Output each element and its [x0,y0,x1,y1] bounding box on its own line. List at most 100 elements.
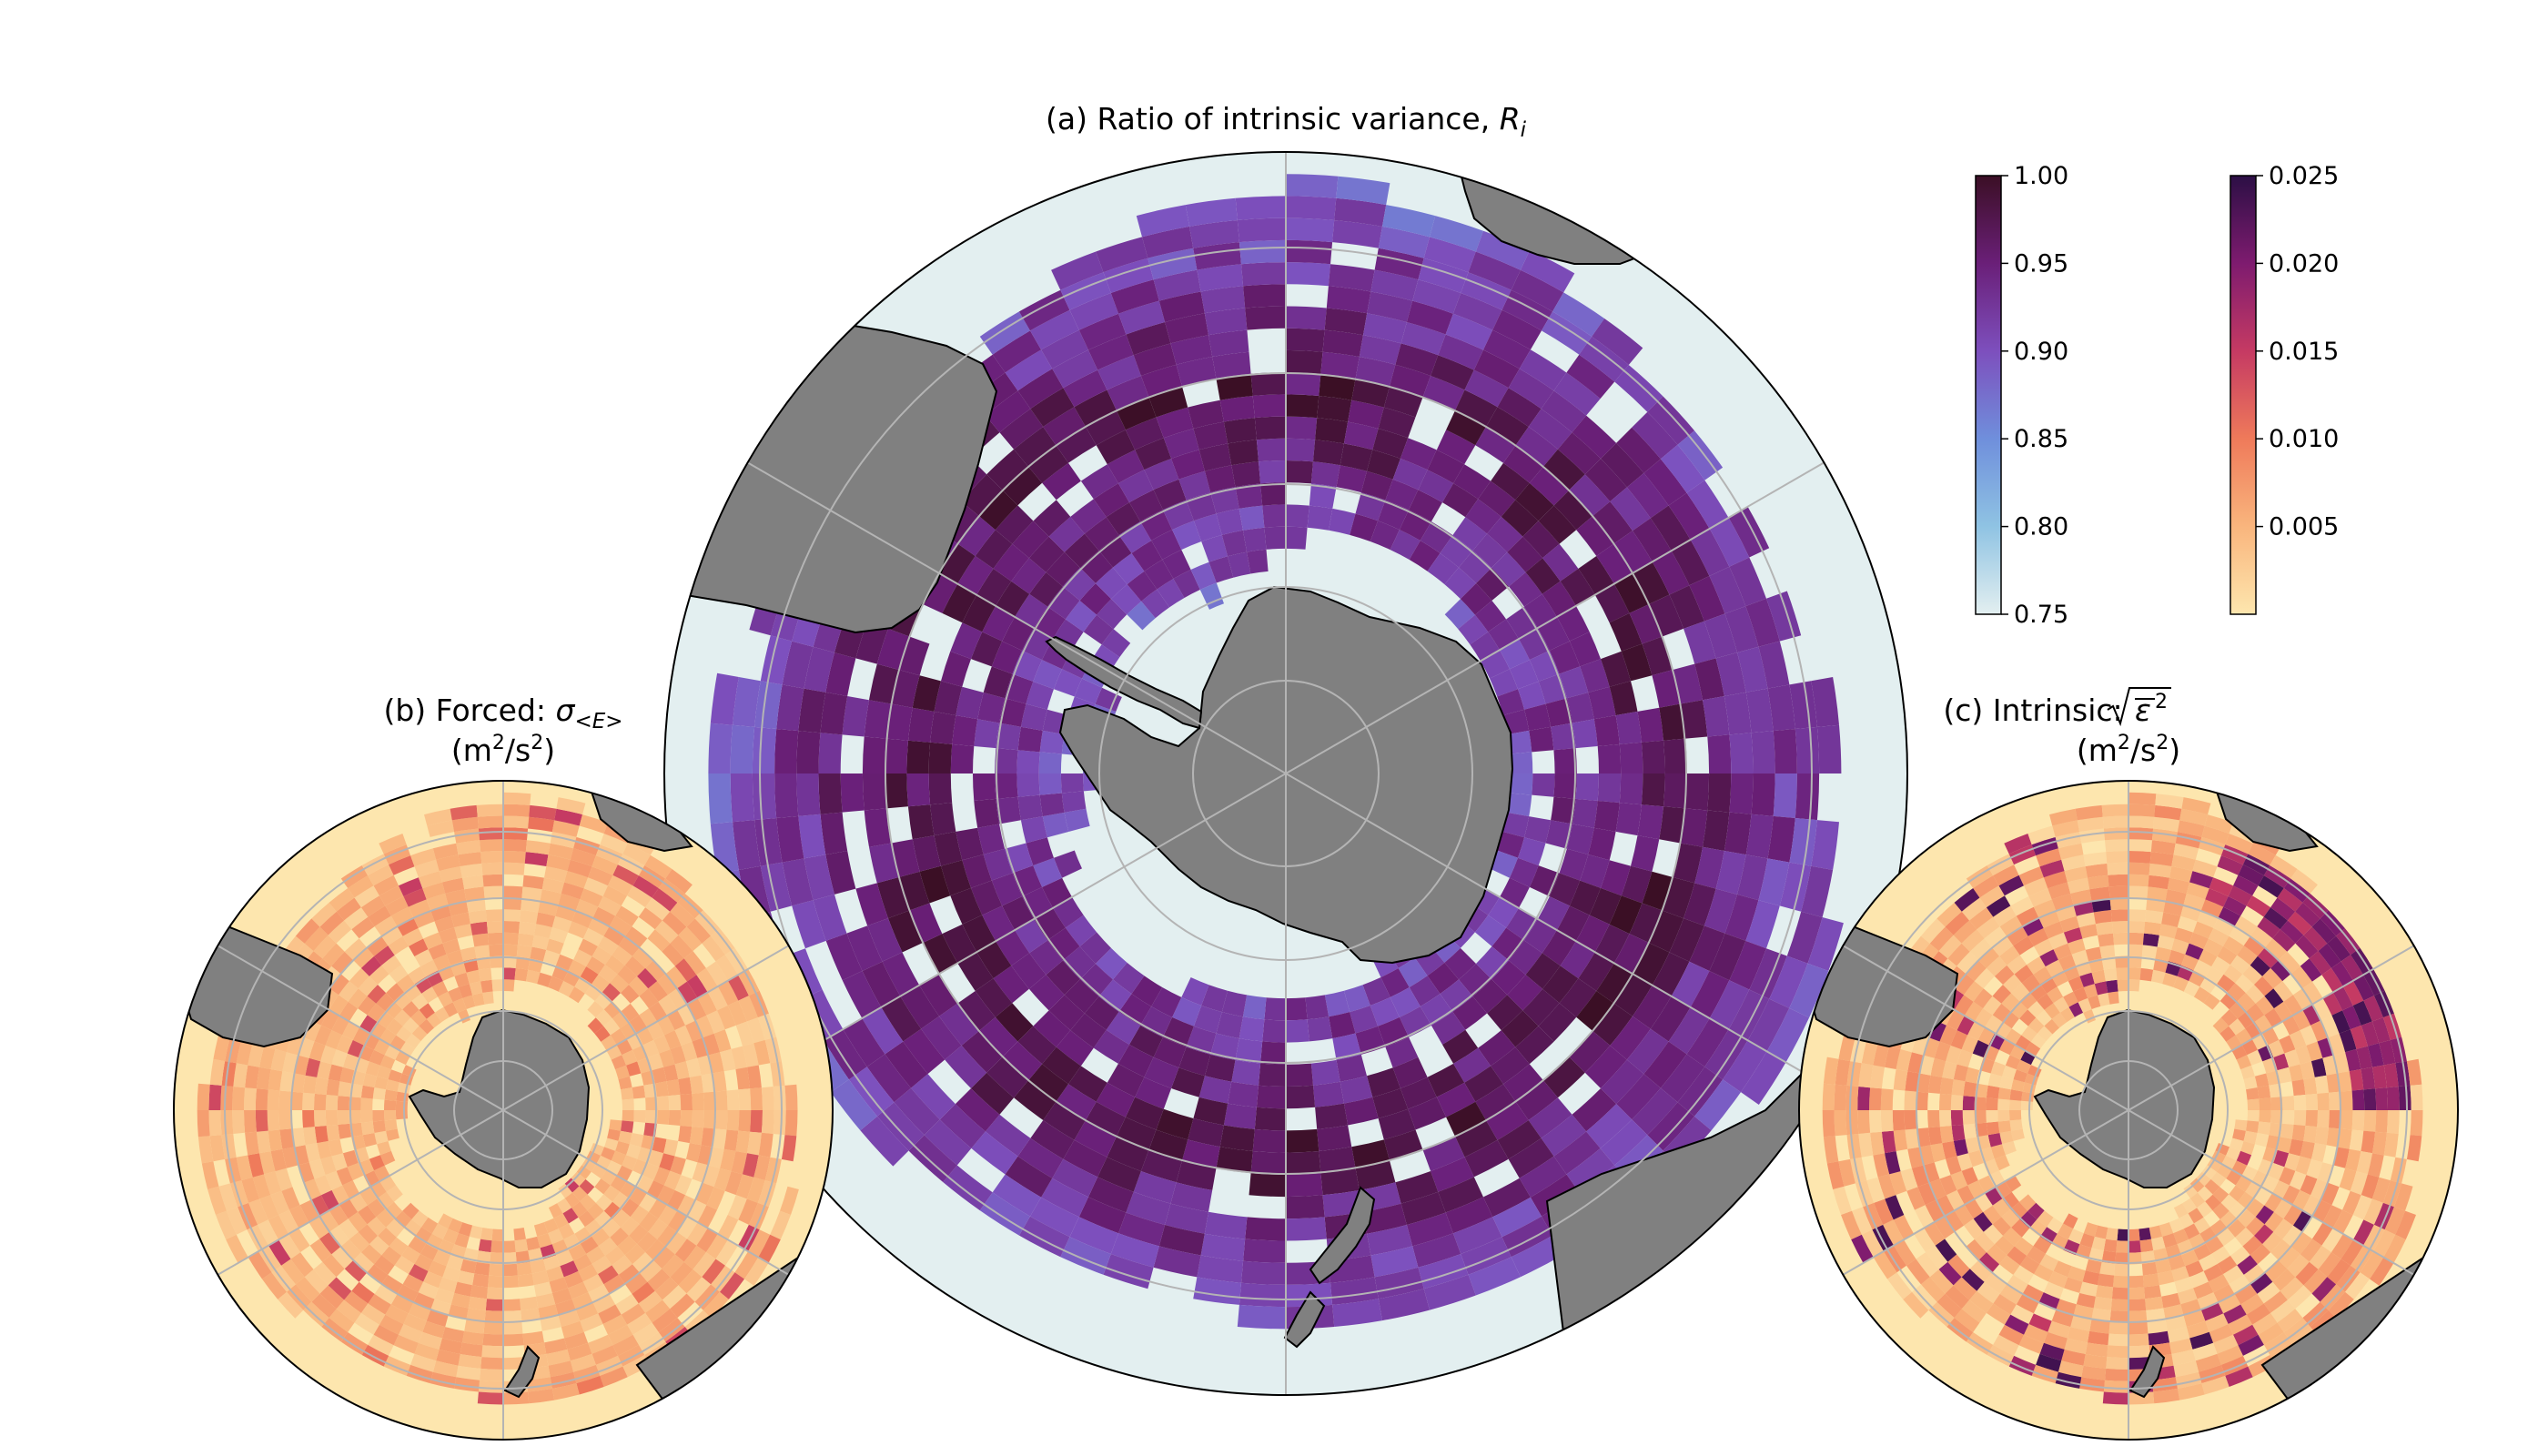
data-cell [592,1228,611,1247]
data-cell [961,474,1003,516]
data-cell [305,1057,321,1077]
data-cell [340,1239,361,1261]
data-cell [2317,1092,2330,1110]
data-cell [2245,1217,2265,1236]
data-cell [1069,1217,1119,1254]
data-cell [255,1088,268,1110]
data-cell [2154,804,2182,821]
data-cell [1559,978,1597,1017]
data-cell [2280,1123,2294,1139]
data-cell [317,1140,332,1159]
data-cell [379,1150,396,1166]
data-cell [1939,1175,1957,1196]
data-cell [2237,1208,2256,1228]
data-cell [2212,1202,2230,1219]
data-cell [1507,536,1543,572]
data-cell [2099,1261,2116,1276]
data-cell [961,1031,1003,1073]
data-cell [1758,641,1790,689]
data-cell [221,1134,237,1159]
data-cell [928,742,953,774]
data-cell [1260,482,1286,506]
data-cell [692,1110,704,1128]
data-cell [1363,313,1407,344]
data-cell [1002,896,1035,930]
data-cell [1522,988,1560,1026]
data-cell [2027,1202,2045,1219]
data-cell [394,1009,411,1026]
data-cell [414,976,432,994]
data-cell [1866,1177,1886,1203]
data-cell [697,1205,717,1228]
data-cell [2182,1198,2198,1214]
data-cell [2181,954,2199,971]
data-cell [2034,1264,2054,1282]
data-cell [1118,521,1152,553]
data-cell [1210,487,1239,514]
data-cell [1507,730,1532,754]
data-cell [1355,357,1396,387]
data-cell [776,684,804,732]
data-cell [2115,956,2128,968]
data-cell [1993,1293,2017,1315]
data-cell [938,543,976,584]
data-cell [1613,572,1650,613]
data-cell [563,1233,581,1250]
data-cell [352,1252,375,1273]
data-cell [1486,407,1529,445]
data-cell [999,409,1044,450]
data-cell [637,1231,658,1253]
data-cell [855,883,888,926]
data-cell [374,915,398,936]
data-cell [460,1259,477,1274]
data-cell [1515,1080,1558,1120]
data-cell [376,1208,395,1228]
data-cell [1343,1097,1379,1126]
data-cell [1017,369,1064,410]
data-cell [598,1304,622,1324]
data-cell [1436,430,1476,465]
data-cell [2007,955,2027,975]
data-cell [351,916,375,939]
data-cell [1538,1003,1577,1042]
data-cell [663,1138,679,1157]
data-cell [2270,897,2296,921]
data-cell [2020,1100,2034,1110]
data-cell [2116,967,2128,980]
data-cell [402,1274,424,1293]
data-cell [1953,1064,1968,1082]
data-cell [2295,1261,2319,1286]
panel-a-boundary [663,151,1908,1396]
data-cell [1947,943,1970,966]
data-cell [2356,1151,2372,1175]
data-cell [543,1218,559,1234]
data-cell [1444,567,1476,600]
data-cell [420,1243,439,1261]
data-cell [329,995,349,1016]
data-cell [723,1129,739,1151]
data-cell [708,1147,724,1168]
data-cell [1858,1132,1874,1158]
data-cell [1632,411,1678,460]
data-cell [556,797,586,815]
data-cell [2351,1089,2365,1110]
data-cell [1609,895,1643,935]
data-cell [2128,932,2144,945]
data-cell [1987,1133,2003,1148]
data-cell [1977,1281,2000,1304]
data-cell [2048,1270,2068,1289]
data-cell [469,1225,483,1239]
data-cell [1685,774,1710,811]
data-cell [2257,1281,2280,1304]
data-cell [2033,1236,2052,1254]
data-cell [394,992,412,1010]
data-cell [533,1281,552,1297]
data-cell [1332,1033,1361,1060]
data-cell [2146,1308,2166,1322]
data-cell [1723,1040,1767,1093]
data-cell [686,1222,708,1246]
data-cell [882,952,920,996]
data-cell [2280,920,2304,944]
data-cell [436,854,460,872]
data-cell [804,854,834,901]
